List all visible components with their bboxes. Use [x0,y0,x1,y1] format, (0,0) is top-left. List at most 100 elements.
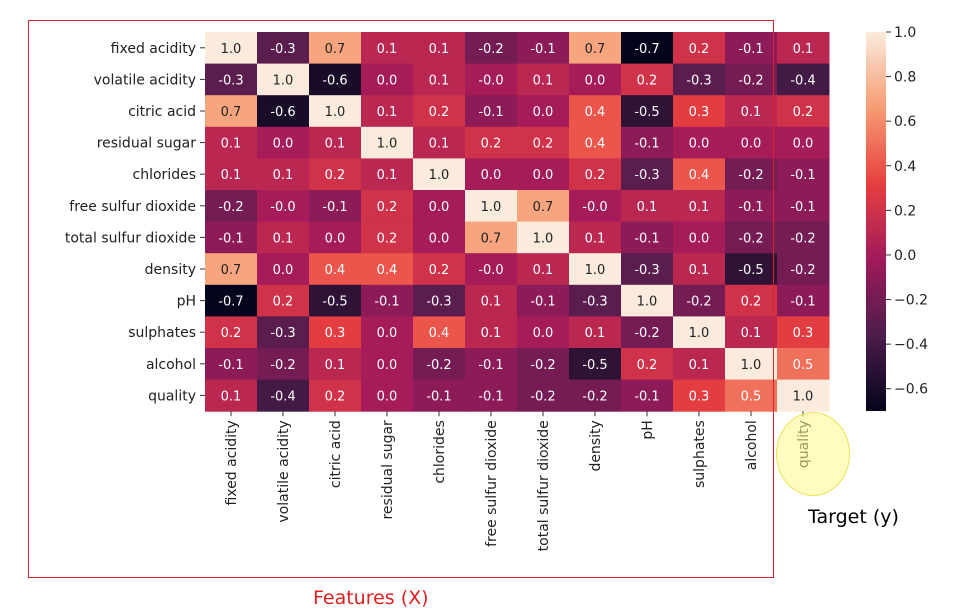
target-label: Target (y) [808,506,899,528]
cell-value-label: -0.2 [270,358,295,373]
heatmap-cell [725,253,778,286]
heatmap-cell [361,221,414,254]
heatmap-cell [205,284,258,317]
heatmap-cell [777,379,830,412]
cell-value-label: 0.0 [533,105,554,120]
heatmap-cell [413,284,466,317]
heatmap-cell [361,379,414,412]
colorbar-tick-label: 0.2 [894,203,916,219]
heatmap-cell [517,253,570,286]
heatmap-cell [777,63,830,96]
heatmap-cell [257,348,310,381]
cell-value-label: 1.0 [429,168,450,183]
heatmap-cell [673,95,726,128]
heatmap-cell [205,379,258,412]
cell-value-label: 0.2 [793,105,814,120]
heatmap-cell [777,348,830,381]
cell-value-label: 1.0 [689,326,710,341]
heatmap-cell [725,95,778,128]
heatmap-cell [621,379,674,412]
heatmap-cell [621,253,674,286]
cell-value-label: 0.3 [793,326,814,341]
heatmap-cell [361,284,414,317]
cell-value-label: 0.2 [481,137,502,152]
cell-value-label: 0.1 [793,42,814,57]
cell-value-label: -0.2 [582,389,607,404]
heatmap-cell [257,284,310,317]
cell-value-label: -0.1 [530,295,555,310]
cell-value-label: -0.6 [322,73,347,88]
cell-value-label: 0.1 [429,137,450,152]
cell-value-label: -0.2 [738,73,763,88]
heatmap-cell [465,190,518,223]
colorbar-tick-label: 0.4 [894,159,916,175]
x-tick-label: fixed acidity [224,420,240,505]
cell-value-label: 0.0 [377,389,398,404]
heatmap-cell [673,348,726,381]
x-tick-label: total sulfur dioxide [536,420,552,551]
heatmap-cell [725,316,778,349]
cell-value-label: 0.2 [377,200,398,215]
heatmap-cell [569,253,622,286]
cell-value-label: -0.3 [218,73,243,88]
heatmap-cell [673,190,726,223]
heatmap-cell [673,126,726,159]
heatmap-cell [673,316,726,349]
cell-value-label: 0.1 [325,358,346,373]
cell-value-label: 0.2 [273,295,294,310]
heatmap-cell [205,126,258,159]
heatmap-cell [257,126,310,159]
cell-value-label: 0.0 [741,137,762,152]
x-tick-label: density [588,420,604,471]
heatmap-cell [257,316,310,349]
colorbar-tick-label: 0.8 [894,70,916,86]
cell-value-label: 0.0 [481,168,502,183]
cell-value-label: -0.1 [790,200,815,215]
cell-value-label: 0.2 [325,389,346,404]
heatmap-cell [361,190,414,223]
heatmap-cell [569,221,622,254]
cell-value-label: 0.0 [585,73,606,88]
cell-value-label: 0.2 [741,295,762,310]
cell-value-label: 0.1 [533,73,554,88]
heatmap-cell [465,284,518,317]
heatmap-cell [621,158,674,191]
heatmap-cell [205,63,258,96]
colorbar-tick-label: −0.4 [894,337,928,353]
cell-value-label: -0.5 [738,263,763,278]
cell-value-label: -0.1 [738,42,763,57]
cell-value-label: 1.0 [325,105,346,120]
cell-value-label: 0.7 [221,263,242,278]
heatmap-cell [361,32,414,65]
heatmap-cell [465,348,518,381]
heatmap-cell [309,190,362,223]
heatmap-cell [517,316,570,349]
heatmap-cell-labels: 1.0 -0.3 0.7 0.1 0.1 -0.2 -0.1 0.7 -0.7 0.2 -0.1 0.… [218,42,815,405]
heatmap-cell [205,158,258,191]
cell-value-label: -0.2 [530,389,555,404]
heatmap-cell [465,221,518,254]
cell-value-label: -0.3 [426,295,451,310]
cell-value-label: 1.0 [585,263,606,278]
heatmap-cell [361,158,414,191]
cell-value-label: 0.1 [429,73,450,88]
cell-value-label: 0.1 [533,263,554,278]
heatmap-cell [465,316,518,349]
heatmap-cell [205,348,258,381]
cell-value-label: 0.2 [637,358,658,373]
cell-value-label: -0.5 [582,358,607,373]
cell-value-label: 0.0 [689,231,710,246]
cell-value-label: -0.1 [790,168,815,183]
cell-value-label: -0.1 [634,389,659,404]
heatmap-cell [673,284,726,317]
heatmap-cell [673,158,726,191]
heatmap-cell [621,63,674,96]
heatmap-cell [621,95,674,128]
cell-value-label: 0.2 [689,42,710,57]
heatmap-cell [413,32,466,65]
heatmap-cell [725,221,778,254]
heatmap-cell [465,379,518,412]
heatmap-cell [517,348,570,381]
heatmap-cell [257,95,310,128]
cell-value-label: 0.1 [741,326,762,341]
